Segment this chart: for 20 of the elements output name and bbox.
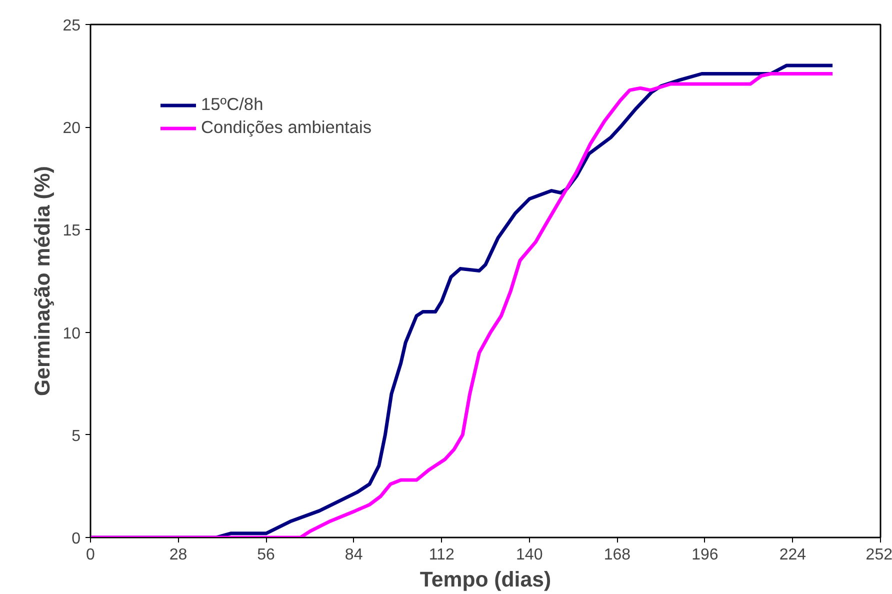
x-tick-label: 140 bbox=[516, 546, 543, 564]
x-tick-label: 56 bbox=[257, 546, 276, 564]
x-tick-label: 0 bbox=[86, 546, 96, 564]
x-tick-label: 252 bbox=[866, 546, 892, 564]
x-tick-label: 168 bbox=[604, 546, 631, 564]
y-tick-label: 0 bbox=[72, 530, 81, 548]
x-tick-label: 224 bbox=[779, 546, 806, 564]
y-tick-label: 15 bbox=[62, 222, 81, 240]
y-tick-label: 5 bbox=[72, 428, 81, 445]
x-tick-label: 196 bbox=[692, 546, 718, 564]
x-tick-label: 112 bbox=[428, 546, 454, 564]
x-tick-label: 28 bbox=[169, 546, 188, 564]
legend-label: Condições ambientais bbox=[201, 117, 372, 138]
y-tick-label: 25 bbox=[62, 18, 81, 34]
y-axis-title: Germinação média (%) bbox=[30, 166, 55, 396]
x-tick-label: 84 bbox=[344, 546, 363, 564]
legend-label: 15ºC/8h bbox=[201, 94, 264, 115]
y-tick-label: 10 bbox=[62, 325, 81, 342]
x-axis-title: Tempo (dias) bbox=[420, 568, 552, 592]
y-tick-label: 20 bbox=[62, 120, 81, 138]
